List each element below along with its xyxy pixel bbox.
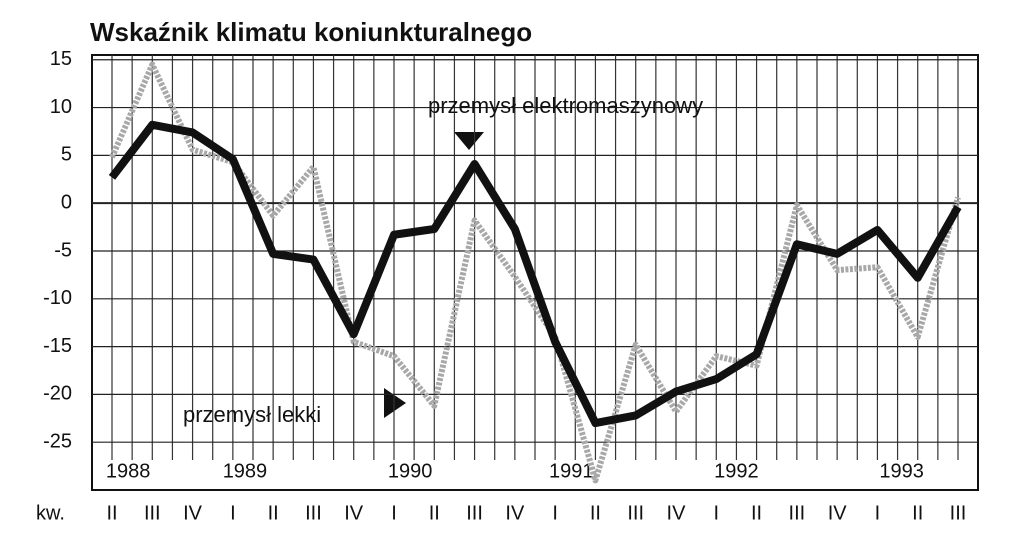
x-tick-label: IV [667,502,687,524]
y-tick-label: -10 [43,287,72,309]
y-tick-label: 0 [61,191,72,213]
x-tick-label: II [268,502,279,524]
x-tick-label: I [391,502,397,524]
x-tick-label: III [789,502,806,524]
chart-title: Wskaźnik klimatu koniunkturalnego [90,17,532,47]
series-line [108,120,962,428]
x-tick-label: IV [505,502,525,524]
x-tick-label: III [305,502,322,524]
x-tick-label: II [751,502,762,524]
x-tick-label: II [912,502,923,524]
x-tick-label: II [429,502,440,524]
x-tick-label: III [144,502,161,524]
year-label: 1988 [106,460,151,482]
x-axis-label: kw. [36,502,65,524]
series-annotation: przemysł elektromaszynowy [428,93,703,118]
x-tick-label: I [552,502,558,524]
y-tick-label: 5 [61,144,72,166]
y-tick-label: -5 [54,239,72,261]
y-tick-label: 15 [50,48,72,70]
x-tick-label: I [714,502,720,524]
x-tick-label: III [627,502,644,524]
x-tick-label: IV [344,502,364,524]
y-tick-label: -20 [43,383,72,405]
series-annotation: przemysł lekki [183,402,321,427]
y-tick-label: -15 [43,335,72,357]
x-tick-label: III [950,502,967,524]
x-tick-label: IV [183,502,203,524]
x-tick-label: II [106,502,117,524]
x-tick-label: IV [828,502,848,524]
y-tick-label: -25 [43,430,72,452]
x-tick-label: III [466,502,483,524]
year-label: 1990 [388,460,433,482]
x-tick-label: II [590,502,601,524]
arrow [384,388,406,418]
x-tick-label: I [875,502,881,524]
year-label: 1989 [223,460,268,482]
x-tick-label: I [230,502,236,524]
y-tick-label: 10 [50,96,72,118]
series-line [109,61,961,484]
arrow [454,132,484,150]
year-label: 1991 [549,460,594,482]
year-label: 1993 [879,460,924,482]
year-label: 1992 [714,460,759,482]
